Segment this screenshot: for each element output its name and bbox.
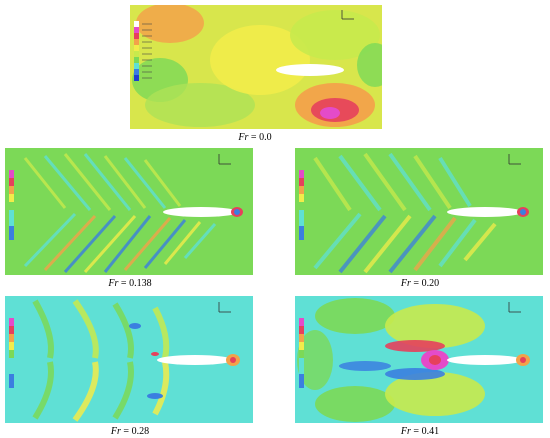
contour-panel-fr-0-41 [295, 296, 543, 423]
contour-image-fr-0-41 [295, 296, 543, 423]
caption-fr-0: Fr = 0.0 [238, 132, 272, 143]
contour-panel-fr-0-28 [5, 296, 253, 423]
contour-panel-fr-0 [130, 5, 382, 129]
contour-image-fr-0 [130, 5, 382, 129]
contour-panel-fr-0-20 [295, 148, 543, 275]
contour-image-fr-0-138 [5, 148, 253, 275]
contour-panel-fr-0-138 [5, 148, 253, 275]
caption-fr-0-28: Fr = 0.28 [110, 426, 150, 437]
contour-image-fr-0-20 [295, 148, 543, 275]
caption-fr-0-41: Fr = 0.41 [400, 426, 440, 437]
contour-image-fr-0-28 [5, 296, 253, 423]
caption-fr-0-138: Fr = 0.138 [108, 278, 152, 289]
caption-fr-0-20: Fr = 0.20 [400, 278, 440, 289]
